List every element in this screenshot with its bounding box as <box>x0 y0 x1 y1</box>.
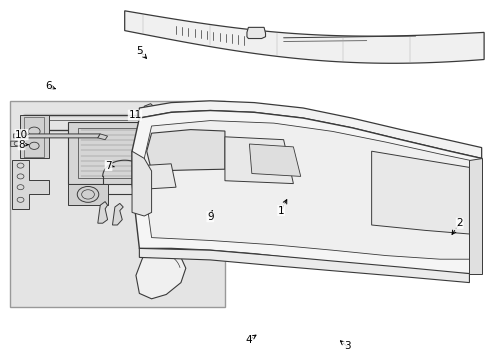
Polygon shape <box>146 130 224 171</box>
Text: 7: 7 <box>105 161 112 171</box>
Polygon shape <box>142 164 176 189</box>
Polygon shape <box>224 137 293 184</box>
Polygon shape <box>132 111 481 274</box>
Polygon shape <box>98 134 107 140</box>
Polygon shape <box>124 11 483 63</box>
Text: 9: 9 <box>206 212 213 222</box>
Polygon shape <box>139 248 468 283</box>
Polygon shape <box>68 122 166 184</box>
Text: 1: 1 <box>277 206 284 216</box>
Polygon shape <box>144 104 155 122</box>
Polygon shape <box>246 27 265 39</box>
Polygon shape <box>12 160 49 209</box>
Polygon shape <box>132 151 151 216</box>
Polygon shape <box>468 158 481 274</box>
Polygon shape <box>68 184 107 205</box>
Text: 11: 11 <box>128 110 142 120</box>
Text: 10: 10 <box>15 130 28 140</box>
Polygon shape <box>11 141 24 147</box>
Polygon shape <box>139 101 481 158</box>
Polygon shape <box>10 101 224 307</box>
Text: 6: 6 <box>45 81 52 91</box>
Text: 2: 2 <box>455 218 462 228</box>
Polygon shape <box>249 144 300 176</box>
Text: 5: 5 <box>136 46 143 56</box>
Polygon shape <box>20 115 49 158</box>
Polygon shape <box>176 115 215 151</box>
Text: 8: 8 <box>18 140 25 150</box>
Text: 3: 3 <box>343 341 350 351</box>
Polygon shape <box>166 200 188 211</box>
Polygon shape <box>136 248 185 299</box>
Text: 4: 4 <box>244 335 251 345</box>
Polygon shape <box>371 151 468 234</box>
Polygon shape <box>14 134 100 138</box>
Polygon shape <box>144 121 468 259</box>
Polygon shape <box>98 202 107 223</box>
Polygon shape <box>112 203 123 225</box>
